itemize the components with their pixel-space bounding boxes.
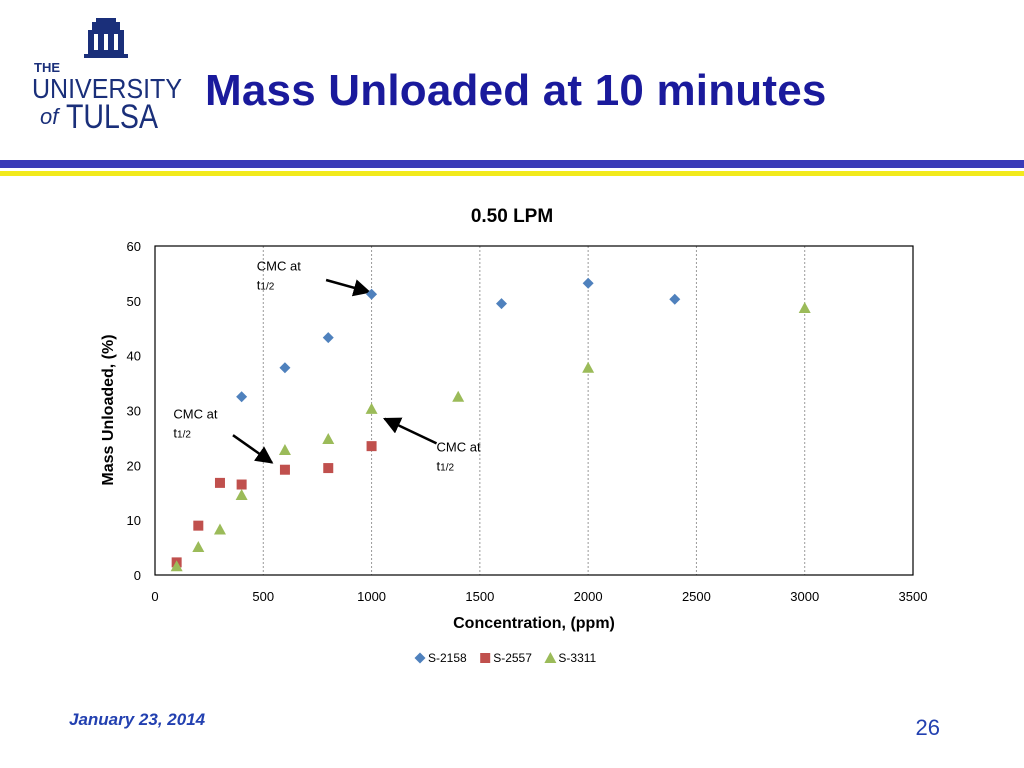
x-tick-label: 0 (151, 589, 158, 604)
svg-text:THE: THE (34, 60, 60, 75)
annotation-t-half: t1/2 (437, 459, 455, 474)
x-axis-label: Concentration, (ppm) (453, 615, 615, 632)
s-2158-point (669, 293, 681, 305)
y-tick-label: 60 (127, 239, 141, 254)
legend-marker-s-2158 (414, 652, 426, 664)
annotation-label: CMC at (257, 259, 301, 274)
s-3311-point (798, 301, 811, 313)
x-tick-label: 500 (252, 589, 274, 604)
x-tick-label: 3000 (790, 589, 819, 604)
university-of-tulsa-logo: THE UNIVERSITY of TULSA (32, 18, 182, 136)
header-rule-blue (0, 160, 1024, 168)
s-3311-point (322, 433, 335, 445)
y-tick-label: 30 (127, 404, 141, 419)
footer-date: January 23, 2014 (69, 710, 206, 729)
legend-entry: S-2557 (493, 651, 532, 665)
scatter-chart: 0.50 LPM 0 500 1000 1500 2000 2500 3000 3500 0 10… (100, 206, 928, 665)
svg-text:of: of (40, 104, 61, 129)
page-number: 26 (915, 715, 940, 740)
x-tick-label: 2500 (682, 589, 711, 604)
s-2158-point (366, 288, 378, 300)
s-2557-point (279, 464, 290, 475)
slide-title: Mass Unloaded at 10 minutes (205, 66, 827, 115)
x-tick-label: 2000 (574, 589, 603, 604)
y-tick-label: 20 (127, 458, 141, 473)
plot-area-border (154, 245, 914, 576)
y-tick-label: 0 (134, 568, 141, 583)
x-tick-label: 3500 (899, 589, 928, 604)
s-2158-point (496, 298, 508, 310)
y-tick-label: 40 (127, 349, 141, 364)
s-2557-point (323, 463, 334, 474)
s-3311-point (170, 560, 183, 572)
s-2158-point (582, 277, 594, 289)
legend-marker-s-3311 (544, 652, 557, 663)
annotation-label: CMC at (173, 407, 217, 422)
s-3311-point (365, 402, 378, 414)
annotation-label: CMC at (437, 440, 481, 455)
legend-entry: S-3311 (558, 651, 596, 665)
y-axis-label: Mass Unloaded, (%) (100, 334, 117, 485)
s-3311-point (278, 443, 291, 455)
s-3311-point (213, 523, 226, 535)
s-2158-point (322, 332, 334, 344)
legend-marker-s-2557 (480, 653, 491, 663)
s-2158-point (236, 391, 248, 403)
y-tick-label: 10 (127, 513, 141, 528)
y-tick-label: 50 (127, 294, 141, 309)
svg-text:TULSA: TULSA (66, 98, 158, 136)
x-tick-label: 1000 (357, 589, 386, 604)
s-3311-point (452, 390, 465, 402)
x-tick-label: 1500 (465, 589, 494, 604)
header-rule-yellow (0, 171, 1024, 176)
chart-title: 0.50 LPM (471, 206, 553, 227)
s-3311-point (582, 361, 595, 373)
s-3311-point (192, 541, 205, 553)
annotation-arrow (325, 278, 372, 297)
svg-text:UNIVERSITY: UNIVERSITY (32, 73, 182, 104)
s-2557-point (236, 479, 247, 490)
s-2557-point (193, 520, 204, 531)
s-2557-point (214, 477, 225, 488)
s-2158-point (279, 362, 291, 374)
legend-entry: S-2158 (428, 651, 467, 665)
s-3311-point (235, 488, 248, 500)
chart-legend: S-2158 S-2557 S-3311 (414, 651, 597, 665)
annotation-t-half: t1/2 (173, 426, 191, 441)
annotation-t-half: t1/2 (257, 278, 275, 293)
annotation-arrow (232, 434, 274, 464)
annotation-arrow (382, 417, 438, 445)
s-2557-point (366, 441, 377, 452)
